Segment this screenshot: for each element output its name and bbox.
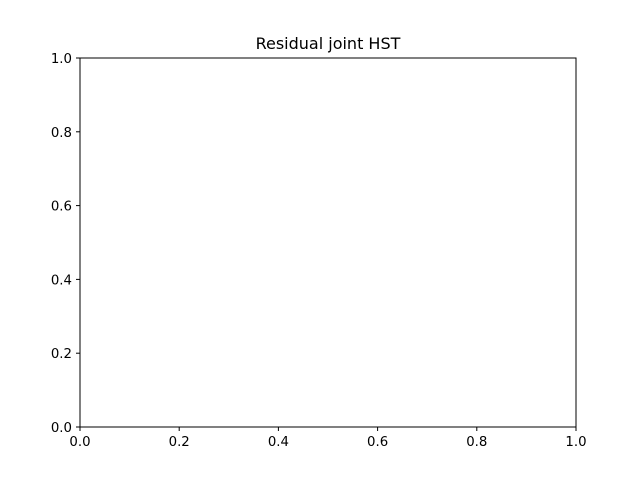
y-tick-label: 0.8 [51, 126, 72, 141]
y-tick-label: 0.6 [51, 200, 72, 215]
x-tick-label: 0.0 [69, 435, 90, 450]
y-tick-label: 1.0 [51, 52, 72, 67]
y-tick-label: 0.2 [51, 347, 72, 362]
chart-title: Residual joint HST [256, 34, 401, 53]
y-axis-ticks: 0.0 0.2 0.4 0.6 0.8 1.0 [51, 52, 80, 436]
y-tick-label: 0.0 [51, 421, 72, 436]
x-tick-label: 0.6 [367, 435, 388, 450]
y-tick-label: 0.4 [51, 273, 72, 288]
x-tick-label: 0.8 [466, 435, 487, 450]
x-axis-ticks: 0.0 0.2 0.4 0.6 0.8 1.0 [69, 427, 587, 450]
x-tick-label: 0.4 [268, 435, 289, 450]
x-tick-label: 0.2 [169, 435, 190, 450]
plot-area [79, 57, 577, 428]
x-tick-label: 1.0 [565, 435, 586, 450]
